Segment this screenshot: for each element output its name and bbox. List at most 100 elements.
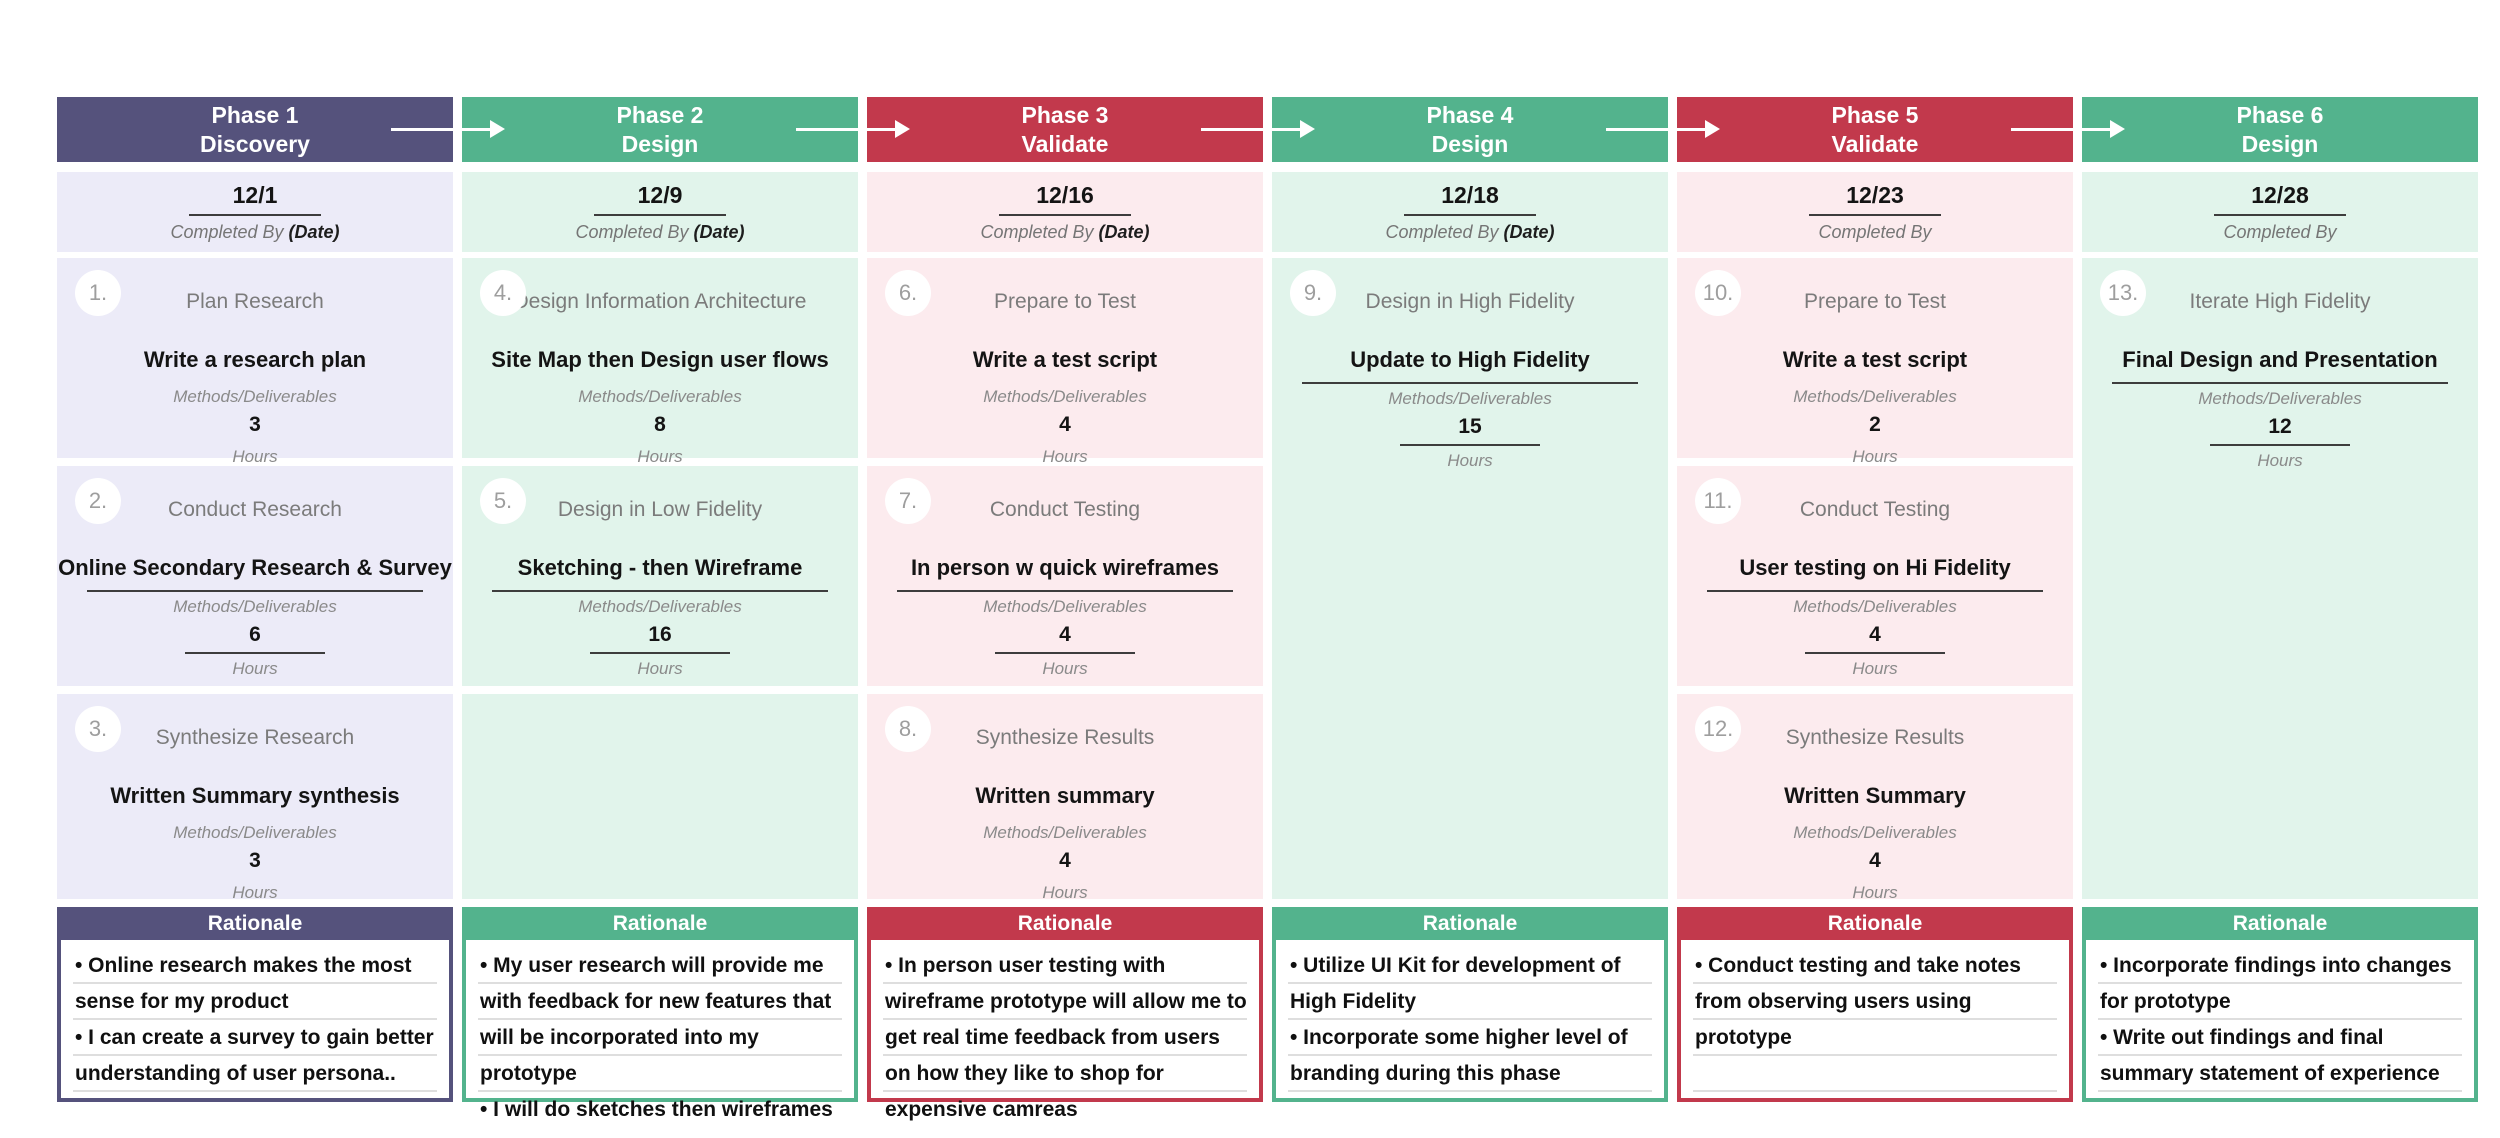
methods-label: Methods/Deliverables xyxy=(1793,823,1957,842)
task-card: 12. Synthesize Results Written Summary M… xyxy=(1677,694,2073,902)
hours-value[interactable]: 3 xyxy=(249,849,261,872)
hours-label: Hours xyxy=(1852,659,1898,678)
deliverable-value[interactable]: Write a test script xyxy=(972,347,1158,372)
hours-value[interactable]: 16 xyxy=(648,623,672,646)
hours-value[interactable]: 4 xyxy=(1869,849,1881,872)
deliverable-value[interactable]: Write a research plan xyxy=(143,347,367,372)
task-card: 9. Design in High Fidelity Update to Hig… xyxy=(1272,258,1668,899)
underline xyxy=(995,652,1135,654)
underline xyxy=(2112,382,2448,384)
methods-label: Methods/Deliverables xyxy=(173,597,337,616)
methods-label: Methods/Deliverables xyxy=(2198,389,2362,408)
task-number-badge: 8. xyxy=(885,706,931,752)
rationale-header: Rationale xyxy=(57,907,453,940)
task-title: Synthesize Research xyxy=(155,726,355,749)
phase-arrow-icon xyxy=(2011,120,2125,138)
hours-label: Hours xyxy=(637,447,683,466)
underline xyxy=(189,214,321,216)
rationale-header: Rationale xyxy=(462,907,858,940)
underline xyxy=(185,652,325,654)
deliverable-value[interactable]: Site Map then Design user flows xyxy=(491,347,829,372)
hours-value[interactable]: 4 xyxy=(1059,623,1071,646)
phase-columns: Phase 1 Discovery 12/1 Completed By (Dat… xyxy=(57,0,2478,1121)
hours-label: Hours xyxy=(1042,659,1088,678)
rationale-body[interactable]: • My user research will provide me with … xyxy=(462,940,858,1121)
deliverable-value[interactable]: Written Summary xyxy=(1784,783,1966,808)
date-value[interactable]: 12/9 xyxy=(637,182,683,208)
phase-header: Phase 2 Design xyxy=(462,97,858,162)
deliverable-value[interactable]: In person w quick wireframes xyxy=(910,555,1220,580)
date-value[interactable]: 12/16 xyxy=(1036,182,1094,208)
deliverable-value[interactable]: Final Design and Presentation xyxy=(2122,347,2438,372)
date-value[interactable]: 12/23 xyxy=(1846,182,1904,208)
phase-header: Phase 5 Validate xyxy=(1677,97,2073,162)
phase-header: Phase 3 Validate xyxy=(867,97,1263,162)
task-card: 7. Conduct Testing In person w quick wir… xyxy=(867,466,1263,686)
phase-column-1: Phase 1 Discovery 12/1 Completed By (Dat… xyxy=(57,0,453,1102)
rationale-header: Rationale xyxy=(867,907,1263,940)
hours-value[interactable]: 2 xyxy=(1869,413,1881,436)
task-number-badge: 7. xyxy=(885,478,931,524)
deliverable-value[interactable]: Write a test script xyxy=(1782,347,1968,372)
rationale-body[interactable]: • Conduct testing and take notes from ob… xyxy=(1677,940,2073,1102)
rationale-body[interactable]: • Online research makes the most sense f… xyxy=(57,940,453,1102)
hours-value[interactable]: 3 xyxy=(249,413,261,436)
date-value[interactable]: 12/18 xyxy=(1441,182,1499,208)
underline xyxy=(1400,444,1540,446)
task-card: 5. Design in Low Fidelity Sketching - th… xyxy=(462,466,858,686)
deliverable-value[interactable]: User testing on Hi Fidelity xyxy=(1739,555,2011,580)
phase-subtitle: Validate xyxy=(1021,130,1109,157)
phase-name: Phase 1 xyxy=(211,101,299,128)
completed-by-label: Completed By (Date) xyxy=(1385,222,1555,242)
date-value[interactable]: 12/1 xyxy=(232,182,278,208)
task-title: Iterate High Fidelity xyxy=(2189,290,2371,313)
date-value[interactable]: 12/28 xyxy=(2251,182,2309,208)
task-card: 6. Prepare to Test Write a test script M… xyxy=(867,258,1263,466)
hours-value[interactable]: 4 xyxy=(1059,849,1071,872)
phase-header: Phase 1 Discovery xyxy=(57,97,453,162)
deliverable-value[interactable]: Written summary xyxy=(975,783,1155,808)
task-card: 8. Synthesize Results Written summary Me… xyxy=(867,694,1263,902)
hours-value[interactable]: 6 xyxy=(249,623,261,646)
rationale-body[interactable]: • In person user testing with wireframe … xyxy=(867,940,1263,1121)
hours-value[interactable]: 4 xyxy=(1869,623,1881,646)
task-title: Design in High Fidelity xyxy=(1365,290,1575,313)
completed-by-label: Completed By (Date) xyxy=(980,222,1150,242)
deliverable-value[interactable]: Sketching - then Wireframe xyxy=(517,555,803,580)
underline xyxy=(590,652,730,654)
deliverable-value[interactable]: Written Summary synthesis xyxy=(110,783,400,808)
ruled-lines: • Incorporate findings into changes for … xyxy=(2098,948,2462,1092)
rationale-bullet: • Incorporate findings into changes for … xyxy=(2100,954,2452,1013)
hours-value[interactable]: 15 xyxy=(1458,415,1482,438)
deliverable-value[interactable]: Update to High Fidelity xyxy=(1350,347,1590,372)
task-number-badge: 4. xyxy=(480,270,526,316)
task-number-badge: 11. xyxy=(1695,478,1741,524)
task-title: Design in Low Fidelity xyxy=(557,498,763,521)
phase-subtitle: Discovery xyxy=(200,130,310,157)
methods-label: Methods/Deliverables xyxy=(173,823,337,842)
date-block: 12/9 Completed By (Date) xyxy=(462,172,858,252)
hours-label: Hours xyxy=(1447,451,1493,470)
phase-name: Phase 6 xyxy=(2236,101,2324,128)
rationale-bullet: • My user research will provide me with … xyxy=(480,954,832,1085)
hours-label: Hours xyxy=(1042,447,1088,466)
phase-column-2: Phase 2 Design 12/9 Completed By (Date) … xyxy=(462,0,858,1121)
rationale-bullet: • Online research makes the most sense f… xyxy=(75,954,412,1013)
date-block: 12/23 Completed By xyxy=(1677,172,2073,252)
hours-label: Hours xyxy=(1042,883,1088,902)
phase-column-4: Phase 4 Design 12/18 Completed By (Date)… xyxy=(1272,0,1668,1102)
hours-value[interactable]: 12 xyxy=(2268,415,2292,438)
hours-label: Hours xyxy=(232,447,278,466)
phase-arrow-icon xyxy=(1606,120,1720,138)
underline xyxy=(1805,652,1945,654)
hours-value[interactable]: 4 xyxy=(1059,413,1071,436)
rationale-body[interactable]: • Utilize UI Kit for development of High… xyxy=(1272,940,1668,1102)
ruled-lines: • My user research will provide me with … xyxy=(478,948,842,1121)
rationale-bullet: • Write out findings and final summary s… xyxy=(2100,1026,2440,1085)
hours-value[interactable]: 8 xyxy=(654,413,666,436)
rationale-body[interactable]: • Incorporate findings into changes for … xyxy=(2082,940,2478,1102)
deliverable-value[interactable]: Online Secondary Research & Survey xyxy=(58,555,452,580)
phase-subtitle: Design xyxy=(621,130,699,157)
methods-label: Methods/Deliverables xyxy=(983,387,1147,406)
date-hint: (Date) xyxy=(1098,222,1150,242)
